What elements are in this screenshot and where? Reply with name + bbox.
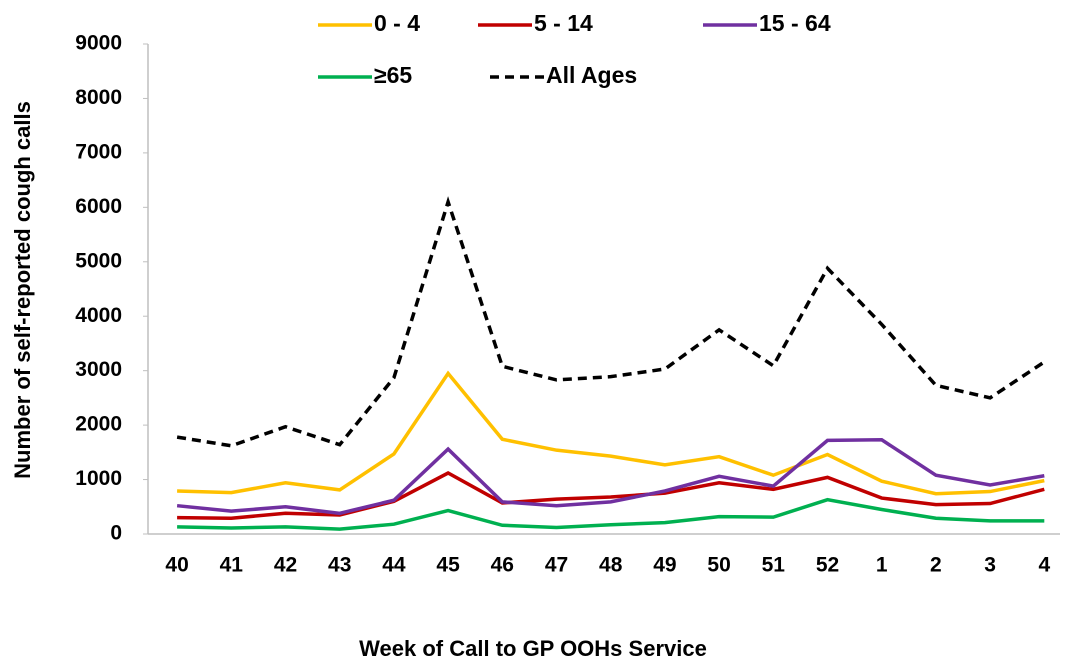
x-tick-label: 3 (984, 554, 996, 577)
legend-label: 0 - 4 (374, 10, 420, 36)
x-tick-label: 1 (876, 554, 888, 577)
y-tick-label: 9000 (75, 32, 122, 55)
series-line (177, 471, 1045, 520)
y-tick-label: 2000 (75, 413, 122, 436)
series-line (177, 370, 1045, 496)
x-tick-label: 48 (599, 554, 623, 577)
y-tick-label: 7000 (75, 140, 122, 163)
y-tick-label: 0 (110, 522, 122, 545)
x-tick-label: 2 (930, 554, 942, 577)
x-tick-label: 46 (491, 554, 514, 577)
series-line (176, 196, 1046, 448)
x-tick-label: 44 (382, 554, 406, 577)
series-line (176, 438, 1045, 516)
legend-label: ≥65 (374, 62, 412, 88)
x-axis-title: Week of Call to GP OOHs Service (359, 636, 707, 661)
x-tick-label: 52 (816, 554, 839, 577)
x-tick-label: 51 (762, 554, 786, 577)
y-tick-label: 8000 (75, 86, 122, 109)
x-tick-label: 42 (274, 554, 297, 577)
x-tick-label: 40 (165, 554, 188, 577)
legend-label: 5 - 14 (534, 10, 593, 36)
x-tick-label: 50 (707, 554, 730, 577)
y-tick-label: 3000 (75, 358, 122, 381)
x-tick-label: 43 (328, 554, 351, 577)
y-tick-label: 5000 (75, 249, 122, 272)
x-tick-label: 49 (653, 554, 676, 577)
x-tick-label: 47 (545, 554, 568, 577)
x-tick-label: 45 (436, 554, 460, 577)
x-tick-label: 4 (1038, 554, 1050, 577)
legend-label: All Ages (546, 62, 637, 88)
series-line (177, 497, 1045, 531)
y-tick-label: 6000 (75, 195, 122, 218)
y-tick-label: 1000 (75, 467, 122, 490)
legend-label: 15 - 64 (759, 10, 831, 36)
x-tick-label: 41 (220, 554, 244, 577)
y-axis-title: Number of self-reported cough calls (10, 101, 35, 479)
y-tick-label: 4000 (75, 304, 122, 327)
